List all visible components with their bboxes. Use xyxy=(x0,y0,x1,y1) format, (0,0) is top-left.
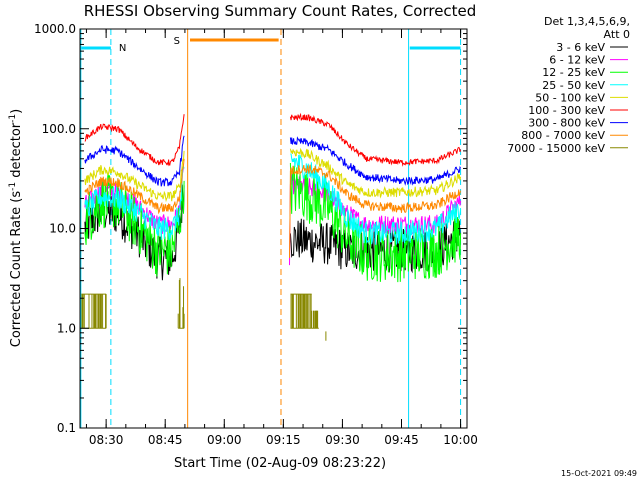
series-line xyxy=(289,112,462,167)
x-tick-label: 08:30 xyxy=(89,433,124,447)
legend-label: 25 - 50 keV xyxy=(542,79,605,92)
legend-label: 50 - 100 keV xyxy=(535,91,605,104)
series-line xyxy=(84,135,185,187)
legend-label: 6 - 12 keV xyxy=(549,54,605,67)
series-line xyxy=(289,136,462,186)
series-line xyxy=(290,153,462,245)
series-line xyxy=(289,147,462,199)
x-tick-label: 08:45 xyxy=(148,433,183,447)
legend-header-line-2: Att 0 xyxy=(604,28,630,41)
timestamp: 15-Oct-2021 09:49 xyxy=(561,469,637,478)
legend-label: 7000 - 15000 keV xyxy=(507,142,605,155)
night-label: N xyxy=(119,43,126,54)
data-series xyxy=(81,112,462,341)
y-axis-label: Corrected Count Rate (s-1 detector-1) xyxy=(8,109,24,347)
y-tick-label: 1.0 xyxy=(57,321,76,335)
event-markers: NS xyxy=(80,29,462,428)
series-line xyxy=(84,165,185,241)
chart-title: RHESSI Observing Summary Count Rates, Co… xyxy=(84,2,477,20)
x-tick-label: 09:15 xyxy=(266,433,301,447)
saa-label: S xyxy=(174,36,180,47)
y-tick-label: 100.0 xyxy=(42,122,76,136)
axes: 0.1 1.0 10.0 100.0 1000.0 08:30 08:45 09:00 09:1… xyxy=(34,22,478,447)
y-tick-label: 1000.0 xyxy=(34,22,76,36)
series-line xyxy=(84,173,185,277)
x-tick-label: 09:30 xyxy=(325,433,360,447)
x-tick-label: 09:45 xyxy=(384,433,419,447)
legend-label: 3 - 6 keV xyxy=(556,41,605,54)
legend-label: 300 - 800 keV xyxy=(528,117,605,130)
legend-label: 100 - 300 keV xyxy=(528,104,605,117)
series-line xyxy=(84,114,185,167)
series-line xyxy=(84,150,185,203)
legend-label: 800 - 7000 keV xyxy=(521,129,605,142)
series-line xyxy=(289,164,462,258)
x-tick-label: 09:00 xyxy=(207,433,242,447)
y-tick-label: 0.1 xyxy=(57,421,76,435)
x-tick-label: 10:00 xyxy=(443,433,478,447)
y-tick-label: 10.0 xyxy=(49,222,76,236)
legend-label: 12 - 25 keV xyxy=(542,66,605,79)
x-axis-label: Start Time (02-Aug-09 08:23:22) xyxy=(174,456,386,471)
legend-header-line-1: Det 1,3,4,5,6,9, xyxy=(544,15,630,28)
series-line xyxy=(84,158,185,215)
